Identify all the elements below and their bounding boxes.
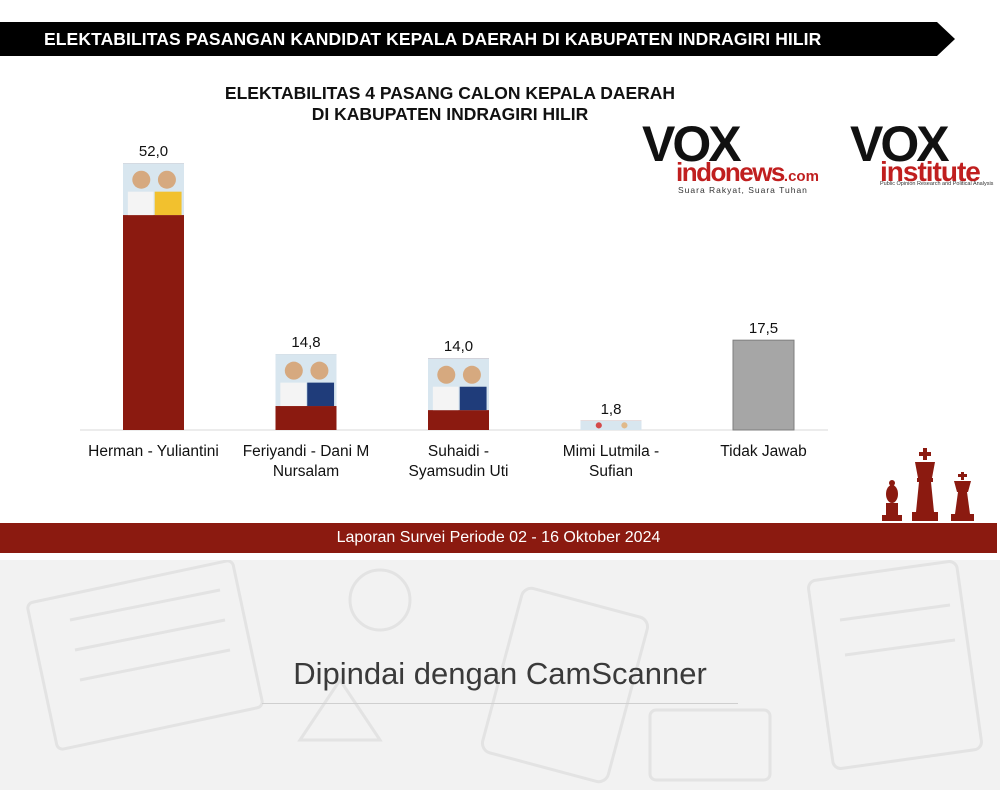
- candidate-photo-face: [157, 170, 176, 189]
- vox-institute-logo: VOX institute Public Opinion Research an…: [850, 116, 994, 187]
- candidate-photo-body: [307, 382, 335, 407]
- vox-indonews-logo-tagline: Suara Rakyat, Suara Tuhan: [678, 185, 808, 195]
- vox-indonews-logo-sub: indonews.com: [676, 157, 819, 189]
- vox-institute-logo-vox: VOX: [850, 116, 950, 172]
- candidate-photo-body: [432, 386, 459, 411]
- data-label: 1,8: [601, 401, 622, 418]
- scanner-watermark-pattern: [26, 560, 983, 784]
- chart-title-line-2: DI KABUPATEN INDRAGIRI HILIR: [311, 104, 589, 124]
- footer-period-text: Laporan Survei Periode 02 - 16 Oktober 2…: [336, 529, 661, 546]
- candidate-photo-body: [459, 386, 487, 411]
- bar-chart: 52,0 Herman - Yuliantini 14,8 Feriyandi - D…: [80, 143, 828, 480]
- candidate-photo-face: [437, 365, 456, 384]
- footer-band: [0, 523, 997, 553]
- data-label: 52,0: [139, 143, 168, 160]
- vox-indonews-logo-sub-text: indonews: [676, 157, 785, 187]
- category-label: Tidak Jawab: [720, 443, 806, 460]
- category-label: Suhaidi -: [428, 443, 489, 460]
- category-label: Sufian: [589, 463, 633, 480]
- candidate-photo-body: [280, 382, 306, 407]
- header-banner: ELEKTABILITAS PASANGAN KANDIDAT KEPALA D…: [0, 22, 955, 56]
- candidate-photo-face: [621, 422, 628, 429]
- header-title: ELEKTABILITAS PASANGAN KANDIDAT KEPALA D…: [44, 29, 822, 49]
- category-label: Feriyandi - Dani M: [243, 443, 370, 460]
- vox-institute-logo-tagline: Public Opinion Research and Political An…: [880, 181, 994, 187]
- vox-indonews-logo-vox: VOX: [642, 116, 742, 172]
- candidate-photo: [580, 420, 642, 430]
- vox-indonews-logo: VOX indonews.com Suara Rakyat, Suara Tuh…: [642, 116, 819, 195]
- candidate-photo-body: [127, 191, 154, 216]
- candidate-photo-face: [310, 361, 329, 380]
- chess-pieces-icon: [882, 448, 974, 521]
- camscanner-underline: [262, 703, 738, 704]
- header-banner-shape: [0, 22, 955, 56]
- candidate-photo-face: [284, 361, 303, 380]
- camscanner-watermark-text: Dipindai dengan CamScanner: [293, 656, 707, 691]
- bar: [732, 339, 795, 431]
- candidate-photo-face: [132, 170, 151, 189]
- category-label: Herman - Yuliantini: [88, 443, 219, 460]
- data-label: 14,8: [291, 334, 320, 351]
- data-label: 17,5: [749, 320, 778, 337]
- candidate-photo-body: [154, 191, 182, 216]
- candidate-photo-face: [462, 365, 481, 384]
- category-label: Mimi Lutmila -: [563, 443, 659, 460]
- vox-indonews-logo-dotcom: .com: [783, 168, 819, 185]
- category-label: Syamsudin Uti: [409, 463, 509, 480]
- chart-title: ELEKTABILITAS 4 PASANG CALON KEPALA DAER…: [150, 83, 750, 125]
- data-label: 14,0: [444, 338, 473, 355]
- vox-institute-logo-sub: institute: [880, 156, 981, 187]
- candidate-photo-face: [595, 422, 602, 429]
- scanner-watermark-background: [0, 560, 1000, 790]
- category-label: Nursalam: [273, 463, 339, 480]
- chart-title-line-1: ELEKTABILITAS 4 PASANG CALON KEPALA DAER…: [224, 83, 676, 103]
